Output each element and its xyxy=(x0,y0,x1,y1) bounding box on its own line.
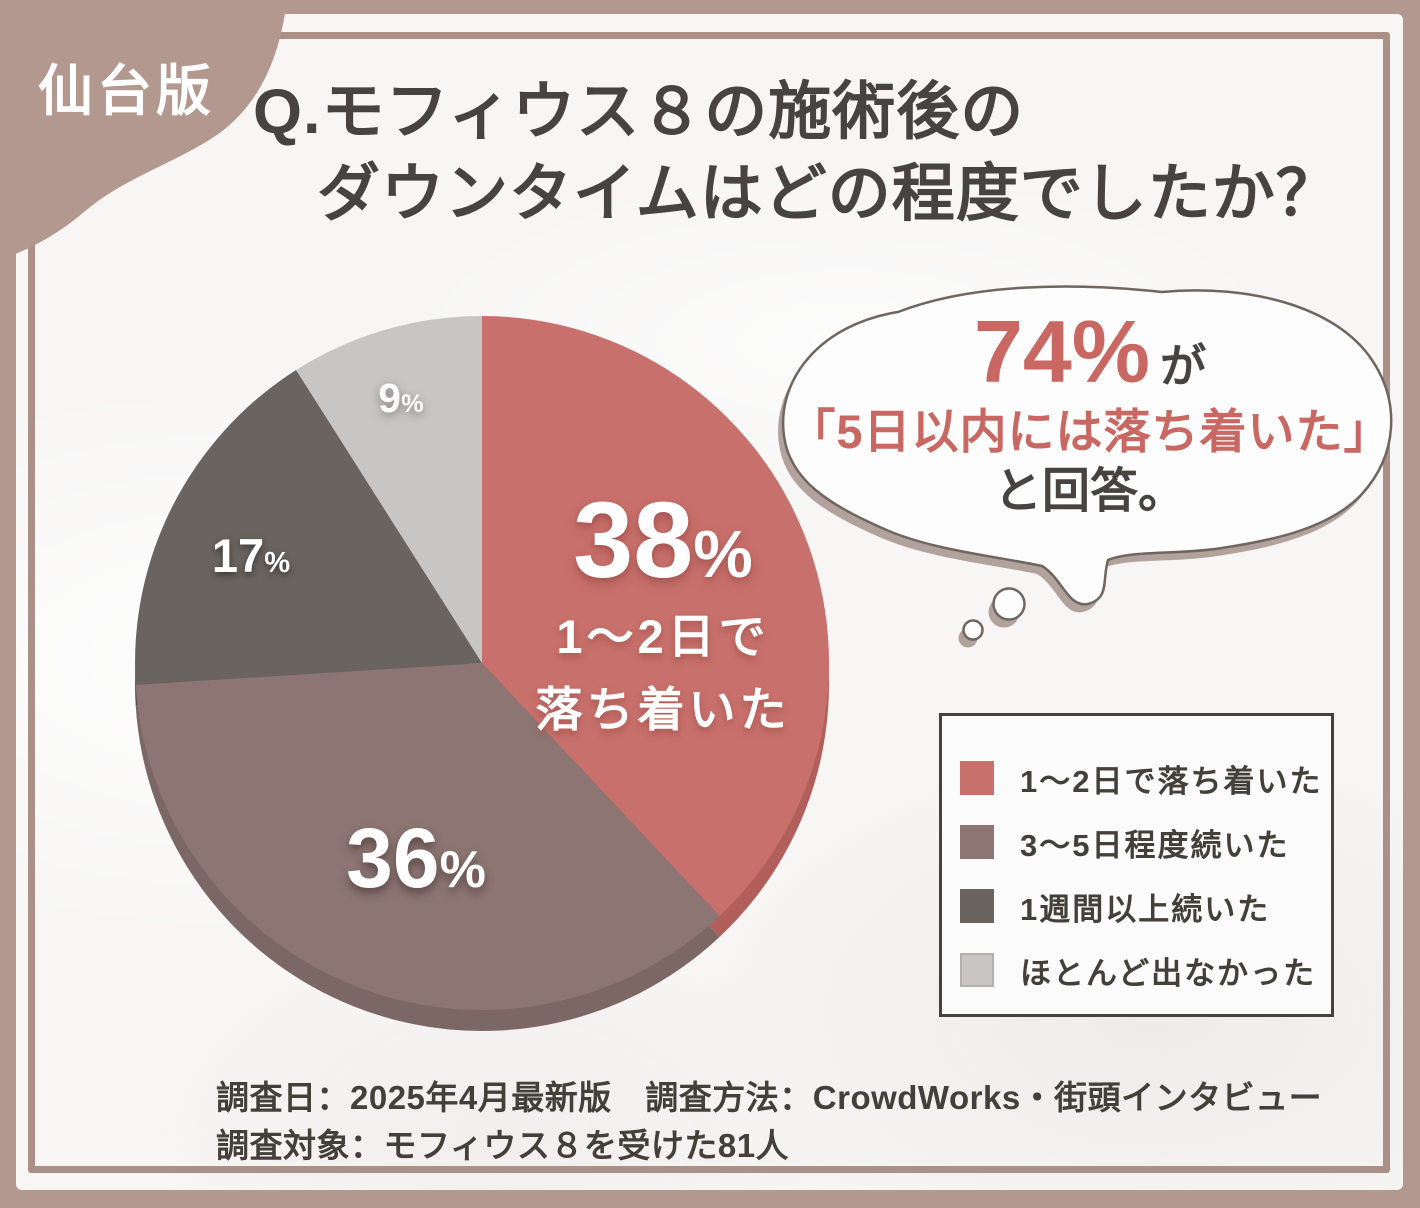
survey-info: 調査日：2025年4月最新版 調査方法：CrowdWorks・街頭インタビュー … xyxy=(216,1074,1322,1170)
legend-row-3: 1週間以上続いた xyxy=(960,874,1331,938)
slice-number-38: 38 xyxy=(573,479,694,600)
slice-callout-line2: 落ち着いた xyxy=(535,683,791,737)
slice-value-38: 38% xyxy=(536,486,791,594)
slice-label-38: 38% 1～2日で 落ち着いた xyxy=(536,486,791,740)
slice-number-9: 9 xyxy=(378,375,402,421)
slice-callout-line1: 1～2日で xyxy=(556,610,770,663)
legend-label-3: 1週間以上続いた xyxy=(1020,891,1271,927)
legend-row-1: 1～2日で落ち着いた xyxy=(960,746,1331,810)
legend-label-1: 1～2日で落ち着いた xyxy=(1020,763,1323,799)
pie-slice-1week xyxy=(135,370,482,685)
thought-bubble-shape xyxy=(778,285,1393,648)
legend-label-4: ほとんど出なかった xyxy=(1020,955,1317,991)
page-title: Q.モフィウス８の施術後の ダウンタイムはどの程度でしたか？ xyxy=(253,72,1340,236)
badge-blob-shape xyxy=(0,0,287,260)
slice-label-36: 36% xyxy=(346,816,486,900)
legend-label-2: 3～5日程度続いた xyxy=(1020,827,1290,863)
survey-info-line-1: 調査日：2025年4月最新版 調査方法：CrowdWorks・街頭インタビュー xyxy=(216,1079,1323,1116)
pie-slice-1-2days xyxy=(482,316,830,916)
badge-blob-path xyxy=(0,0,287,260)
slice-number-17: 17 xyxy=(211,529,265,582)
chart-legend: 1～2日で落ち着いた 3～5日程度続いた 1週間以上続いた ほとんど出なかった xyxy=(939,713,1334,1017)
title-line-2: ダウンタイムはどの程度でしたか？ xyxy=(317,158,1340,229)
bubble-headline: 74% が xyxy=(775,308,1405,396)
slice-percent-17: % xyxy=(264,547,291,579)
thought-dot-small xyxy=(962,619,984,641)
slice-percent-36: % xyxy=(439,841,486,899)
thought-dot-large xyxy=(992,587,1026,621)
bubble-quote: 「5日以内には落ち着いた」 xyxy=(788,405,1392,458)
bubble-answer: と回答。 xyxy=(993,465,1186,519)
pie-slice-3-5days xyxy=(135,663,720,1010)
bubble-suffix: が xyxy=(1160,340,1207,392)
legend-swatch-salmon xyxy=(960,761,994,795)
legend-row-4: ほとんど出なかった xyxy=(960,938,1331,1002)
slice-percent-38: % xyxy=(693,517,753,592)
slice-label-9: 9% xyxy=(378,378,423,419)
title-line-1: Q.モフィウス８の施術後の xyxy=(253,77,1025,147)
legend-row-2: 3～5日程度続いた xyxy=(960,810,1331,874)
bubble-text: 74% が 「5日以内には落ち着いた」 と回答。 xyxy=(775,308,1405,519)
thought-bubble: 74% が 「5日以内には落ち着いた」 と回答。 xyxy=(770,268,1420,688)
bubble-value: 74% xyxy=(973,302,1151,401)
bubble-body xyxy=(781,285,1393,606)
pie-slice-almost-none xyxy=(296,316,482,663)
slice-number-36: 36 xyxy=(346,811,440,905)
pie-slices xyxy=(135,316,830,1010)
legend-swatch-darkgray xyxy=(960,889,994,923)
legend-swatch-lightgray xyxy=(960,953,994,987)
region-badge: 仙台版 xyxy=(38,60,216,122)
pie-chart xyxy=(135,316,830,1031)
legend-swatch-mauve xyxy=(960,825,994,859)
slice-label-17: 17% xyxy=(212,532,290,579)
slice-percent-9: % xyxy=(401,390,424,418)
survey-info-line-2: 調査対象：モフィウス８を受けた81人 xyxy=(216,1126,790,1164)
